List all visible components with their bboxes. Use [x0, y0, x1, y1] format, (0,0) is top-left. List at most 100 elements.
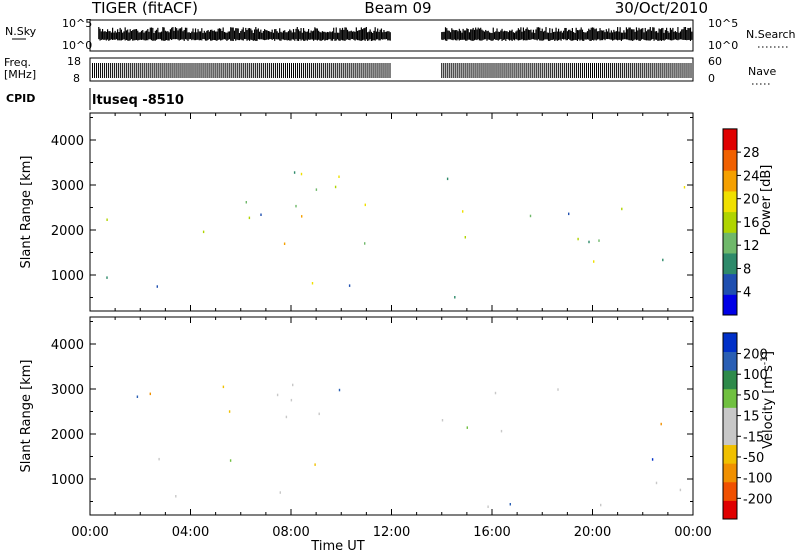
colorbar-tick-label: 4 [743, 286, 751, 301]
colorbar-swatch [723, 444, 737, 464]
echo-cell [283, 242, 286, 245]
noise-tick-high-right: 10^5 [708, 17, 738, 30]
echo-cell [248, 216, 251, 220]
echo-cell [156, 285, 158, 288]
x-tick-label: 08:00 [272, 525, 309, 540]
echo-cell [446, 177, 449, 181]
echo-cell [106, 218, 108, 221]
echo-cell [364, 203, 366, 207]
colorbar-tick-label: 50 [743, 389, 760, 404]
echo-cell [293, 171, 296, 174]
cpid-value: ltuseq -8510 [92, 93, 184, 108]
date-label: 30/Oct/2010 [615, 0, 708, 17]
colorbar-swatch [723, 273, 737, 295]
noise-tick-low: 10^0 [62, 39, 92, 52]
colorbar-tick-label: 100 [743, 368, 768, 383]
power-colorbar: 4 8 12 16 20 24 28 [722, 128, 760, 316]
power-axes: 1000 2000 3000 4000 [51, 113, 694, 311]
power-colorbar-label: Power [dB] [759, 165, 774, 236]
colorbar-tick-label: 8 [743, 262, 751, 277]
y-tick-label: 4000 [51, 338, 84, 353]
colorbar-tick-label: 28 [743, 146, 760, 161]
nave-tick-high: 60 [708, 55, 722, 68]
colorbar-swatch [723, 500, 737, 520]
velocity-axes: 1000 2000 3000 4000 [51, 317, 694, 515]
colorbar-swatch [723, 463, 737, 483]
x-tick-label: 12:00 [373, 525, 410, 540]
freq-tick-low: 8 [73, 72, 80, 85]
echo-cell [464, 236, 466, 239]
echo-cell [662, 258, 664, 262]
colorbar-tick-label: 20 [743, 193, 760, 208]
freq-traces [92, 63, 694, 78]
colorbar-tick-label: -200 [743, 492, 773, 507]
colorbar-tick-label: 16 [743, 216, 760, 231]
colorbar-swatch [723, 170, 737, 192]
colorbar-swatch [723, 332, 737, 352]
echo-cell [149, 392, 151, 396]
colorbar-swatch [723, 232, 737, 254]
noise-panel: N.Sky 10^5 10^0 10^5 10^0 N.Search [5, 17, 796, 52]
echo-cell [314, 463, 316, 466]
y-tick-label: 3000 [51, 383, 84, 398]
echo-cell [598, 239, 600, 242]
y-tick-label: 2000 [51, 428, 84, 443]
echo-cell [301, 215, 303, 218]
echo-cell [454, 296, 456, 299]
echo-cell [295, 204, 297, 208]
velocity-colorbar-label: Velocity [m s-1] [760, 351, 776, 449]
velocity-panel: 1000 2000 3000 4000 Slant Range [km] 200 100… [19, 316, 776, 520]
x-tick-label: 00:00 [71, 525, 108, 540]
power-ylabel: Slant Range [km] [19, 156, 34, 269]
velocity-ylabel: Slant Range [km] [19, 360, 34, 473]
echo-cell [462, 210, 464, 213]
echo-cell [500, 429, 503, 433]
colorbar-swatch [723, 351, 737, 371]
echo-cell [279, 491, 281, 494]
noise-traces [98, 27, 693, 41]
echo-cell [683, 186, 686, 189]
colorbar-frame [722, 332, 738, 520]
x-tick-label: 20:00 [574, 525, 611, 540]
echo-cell [588, 240, 590, 244]
x-axis-label: Time UT [310, 539, 364, 554]
colorbar-tick-label: 24 [743, 169, 760, 184]
echo-cell [651, 458, 654, 461]
echo-cell [315, 188, 318, 191]
echo-cell [577, 237, 579, 241]
echo-cell [222, 385, 225, 389]
colorbar-swatch [723, 252, 737, 275]
velocity-colorbar: 200 100 50 15 -15 -50 -100 -200 [722, 332, 773, 520]
echo-cell [318, 412, 320, 416]
echo-cell [568, 212, 570, 216]
colorbar-swatch [723, 370, 737, 390]
power-panel: 1000 2000 3000 4000 Slant Range [km] 4 8 12 16… [19, 112, 774, 316]
echo-cell [285, 415, 288, 419]
echo-cell [338, 175, 340, 178]
x-tick-label: 04:00 [172, 525, 209, 540]
nave-label: Nave [748, 65, 776, 78]
colorbar-tick-label: 12 [743, 239, 760, 254]
echo-cell [228, 410, 231, 413]
noise-tick-low-right: 10^0 [708, 39, 738, 52]
echo-cell [509, 503, 511, 506]
x-tick-label: 16:00 [473, 525, 510, 540]
velocity-colorbar-label-main: Velocity [m s [761, 365, 776, 449]
echo-cell [557, 388, 559, 391]
colorbar-swatch [723, 128, 737, 151]
y-tick-label: 1000 [51, 269, 84, 284]
x-axis: 00:00 04:00 08:00 12:00 16:00 20:00 00:00 [71, 525, 711, 540]
echo-cell [494, 391, 497, 395]
velocity-frame [89, 316, 694, 516]
echo-cell [487, 505, 489, 508]
echo-cell [229, 459, 232, 462]
echo-cell [290, 398, 293, 402]
y-tick-label: 1000 [51, 473, 84, 488]
echo-cell [136, 395, 139, 398]
freq-label-2: [MHz] [4, 68, 36, 81]
echo-cell [621, 207, 623, 211]
colorbar-tick-label: -15 [743, 430, 764, 445]
y-tick-label: 2000 [51, 224, 84, 239]
echo-cell [276, 393, 279, 397]
colorbar-swatch [723, 481, 737, 501]
